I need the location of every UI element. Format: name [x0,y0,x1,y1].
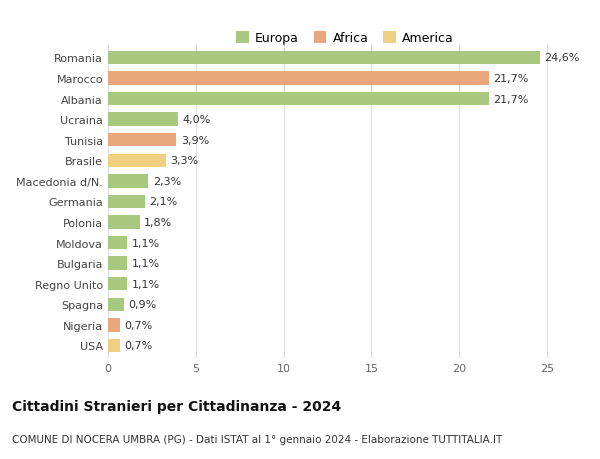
Text: 1,1%: 1,1% [132,279,160,289]
Text: 0,7%: 0,7% [125,341,153,351]
Bar [108,277,127,291]
Bar [108,72,489,85]
Text: 3,9%: 3,9% [181,135,209,146]
Bar [108,319,120,332]
Bar [108,236,127,250]
Text: 1,1%: 1,1% [132,238,160,248]
Bar [108,51,540,65]
Text: 4,0%: 4,0% [182,115,211,125]
Bar [108,113,178,127]
Text: 1,1%: 1,1% [132,258,160,269]
Text: 24,6%: 24,6% [544,53,580,63]
Bar [108,175,148,188]
Bar [108,216,140,229]
Bar [108,339,120,353]
Bar [108,154,166,168]
Text: 21,7%: 21,7% [493,74,529,84]
Bar [108,93,489,106]
Bar [108,195,145,209]
Bar [108,257,127,270]
Text: 2,1%: 2,1% [149,197,178,207]
Bar [108,298,124,311]
Text: COMUNE DI NOCERA UMBRA (PG) - Dati ISTAT al 1° gennaio 2024 - Elaborazione TUTTI: COMUNE DI NOCERA UMBRA (PG) - Dati ISTAT… [12,434,502,444]
Text: 0,9%: 0,9% [128,300,157,310]
Text: 1,8%: 1,8% [144,218,172,228]
Text: Cittadini Stranieri per Cittadinanza - 2024: Cittadini Stranieri per Cittadinanza - 2… [12,399,341,413]
Legend: Europa, Africa, America: Europa, Africa, America [231,27,459,50]
Text: 2,3%: 2,3% [153,176,181,186]
Text: 3,3%: 3,3% [170,156,199,166]
Bar [108,134,176,147]
Text: 21,7%: 21,7% [493,94,529,104]
Text: 0,7%: 0,7% [125,320,153,330]
